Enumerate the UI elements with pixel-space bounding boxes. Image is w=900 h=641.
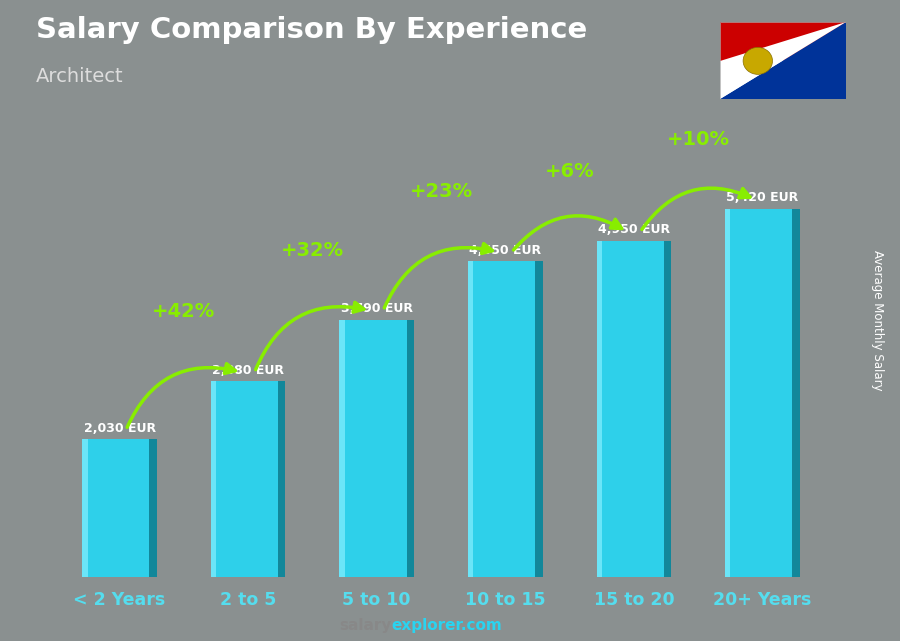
Bar <box>468 262 543 577</box>
Text: +23%: +23% <box>410 182 472 201</box>
Bar <box>468 262 473 577</box>
Bar <box>663 241 671 577</box>
Bar <box>211 381 285 577</box>
Text: salary: salary <box>339 619 392 633</box>
Polygon shape <box>720 22 846 99</box>
Text: +32%: +32% <box>281 240 344 260</box>
Text: +10%: +10% <box>667 130 730 149</box>
Circle shape <box>743 47 772 74</box>
Text: 4,950 EUR: 4,950 EUR <box>598 223 670 237</box>
Text: explorer.com: explorer.com <box>392 619 502 633</box>
Text: Architect: Architect <box>36 67 123 87</box>
Text: 2,030 EUR: 2,030 EUR <box>84 422 156 435</box>
Polygon shape <box>720 22 846 99</box>
Text: Average Monthly Salary: Average Monthly Salary <box>871 250 884 391</box>
Bar <box>407 320 414 577</box>
Bar <box>82 439 157 577</box>
Bar <box>82 439 87 577</box>
Polygon shape <box>720 22 846 99</box>
Bar <box>536 262 543 577</box>
Text: +6%: +6% <box>544 162 594 181</box>
Bar <box>339 320 414 577</box>
Text: 5,420 EUR: 5,420 EUR <box>726 192 798 204</box>
Text: 4,650 EUR: 4,650 EUR <box>469 244 541 256</box>
Bar <box>597 241 671 577</box>
Bar <box>149 439 157 577</box>
Text: 2,880 EUR: 2,880 EUR <box>212 364 284 377</box>
Bar <box>792 209 800 577</box>
Bar <box>278 381 285 577</box>
Bar <box>725 209 800 577</box>
Bar <box>211 381 216 577</box>
Bar <box>597 241 602 577</box>
Text: +42%: +42% <box>152 303 215 321</box>
Bar <box>725 209 731 577</box>
Text: Salary Comparison By Experience: Salary Comparison By Experience <box>36 16 587 44</box>
Text: 3,790 EUR: 3,790 EUR <box>341 302 413 315</box>
Bar <box>339 320 345 577</box>
Polygon shape <box>720 22 846 61</box>
